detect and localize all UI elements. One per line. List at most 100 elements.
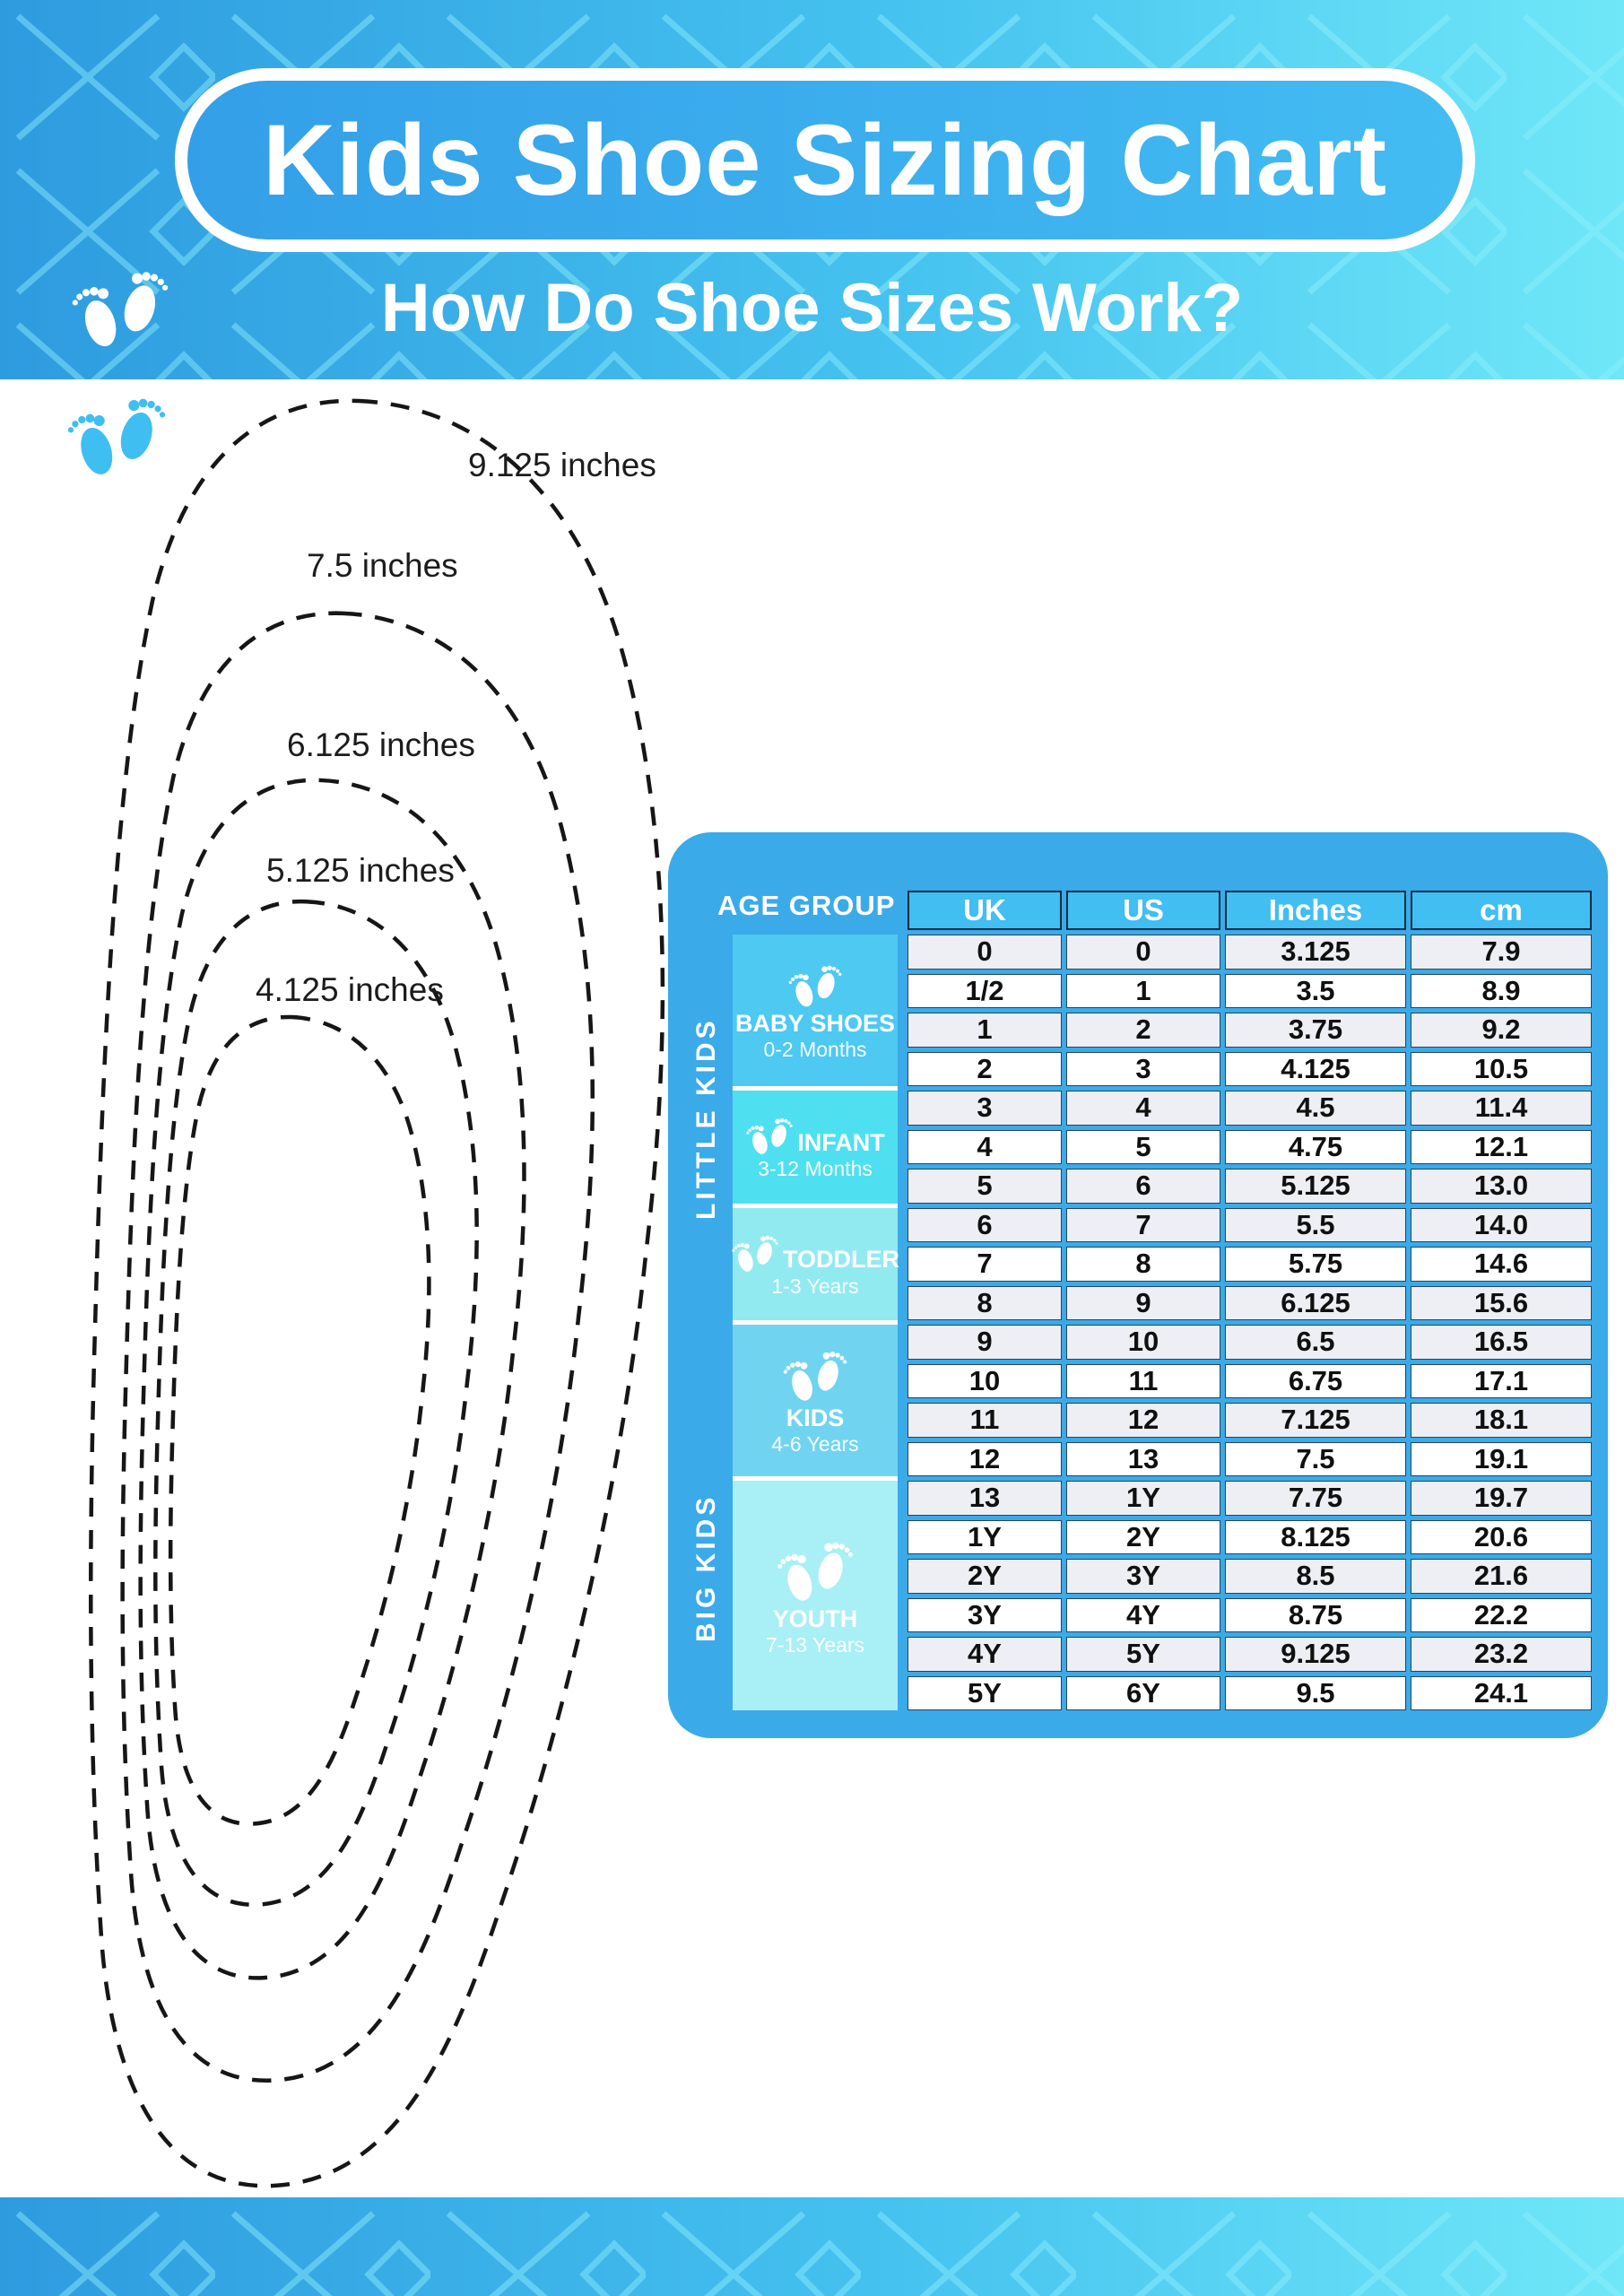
outline-size-label: 6.125 inches bbox=[287, 726, 475, 763]
size-cell: 8.75 bbox=[1225, 1597, 1406, 1632]
size-cell: 1Y bbox=[1066, 1481, 1220, 1516]
age-group-name: BABY SHOES bbox=[734, 1009, 896, 1037]
size-cell: 19.1 bbox=[1411, 1441, 1592, 1476]
size-cell: 4.5 bbox=[1225, 1091, 1406, 1126]
size-cell: 16.5 bbox=[1411, 1325, 1592, 1360]
foot-outline-7-5 bbox=[123, 613, 593, 2081]
size-cell: 11.4 bbox=[1411, 1091, 1592, 1126]
age-group-range: 7-13 Years bbox=[766, 1633, 864, 1657]
size-cell: 12 bbox=[1066, 1403, 1220, 1438]
size-cell: 0 bbox=[1066, 935, 1220, 970]
size-cell: 9.125 bbox=[1225, 1637, 1406, 1672]
age-group-range: 3-12 Months bbox=[758, 1157, 873, 1181]
size-cell: 5 bbox=[908, 1169, 1062, 1204]
size-table-container: AGE GROUP LITTLE KIDS BIG KIDS BABY SHOE… bbox=[668, 832, 1608, 1738]
column-header: cm bbox=[1411, 891, 1592, 930]
header-banner: Kids Shoe Sizing Chart How Do Shoe Sizes… bbox=[0, 0, 1624, 379]
size-cell: 13.0 bbox=[1411, 1169, 1592, 1204]
footer-banner bbox=[0, 2197, 1624, 2296]
size-cell: 1Y bbox=[908, 1519, 1062, 1554]
outline-size-label: 9.125 inches bbox=[468, 447, 656, 483]
size-cell: 3 bbox=[1066, 1051, 1220, 1086]
size-cell: 4Y bbox=[1066, 1597, 1220, 1632]
size-cell: 5.75 bbox=[1225, 1247, 1406, 1282]
age-group-header: AGE GROUP bbox=[717, 890, 896, 921]
age-group-name: YOUTH bbox=[772, 1605, 858, 1633]
size-cell: 12.1 bbox=[1411, 1129, 1592, 1164]
size-cell: 8.5 bbox=[1225, 1559, 1406, 1594]
page-subtitle: How Do Shoe Sizes Work? bbox=[380, 270, 1244, 346]
side-label-big-kids: BIG KIDS bbox=[691, 1493, 721, 1642]
foot-outline-5-125 bbox=[155, 901, 476, 1905]
size-cell: 10 bbox=[1066, 1325, 1220, 1360]
size-cell: 9.5 bbox=[1225, 1675, 1406, 1710]
baby-feet-icon bbox=[70, 267, 170, 352]
size-cell: 3.125 bbox=[1225, 935, 1406, 970]
age-group-range: 4-6 Years bbox=[771, 1432, 859, 1457]
size-cell: 4Y bbox=[908, 1637, 1062, 1672]
size-cell: 1 bbox=[1066, 973, 1220, 1008]
size-cell: 4.125 bbox=[1225, 1051, 1406, 1086]
size-cell: 9 bbox=[908, 1325, 1062, 1360]
size-cell: 10 bbox=[908, 1363, 1062, 1398]
age-group-name: KIDS bbox=[786, 1405, 845, 1432]
size-cell: 8 bbox=[1066, 1247, 1220, 1282]
size-table-grid: UK US Inches cm 0 0 3.125 7.9 1/2 1 3.5 8.9 1 2 3.75 9.… bbox=[908, 891, 1592, 1710]
size-cell: 7 bbox=[1066, 1207, 1220, 1242]
column-header: US bbox=[1066, 891, 1220, 930]
size-cell: 9.2 bbox=[1411, 1013, 1592, 1048]
size-cell: 3Y bbox=[1066, 1559, 1220, 1594]
age-block-kids: KIDS 4-6 Years bbox=[733, 1325, 898, 1476]
baby-feet-icon bbox=[731, 1233, 779, 1274]
size-cell: 6Y bbox=[1066, 1675, 1220, 1710]
size-cell: 6.125 bbox=[1225, 1285, 1406, 1320]
baby-feet-icon bbox=[776, 1539, 855, 1605]
size-cell: 8.125 bbox=[1225, 1519, 1406, 1554]
size-cell: 14.6 bbox=[1411, 1247, 1592, 1282]
size-cell: 5 bbox=[1066, 1129, 1220, 1164]
column-header: UK bbox=[908, 891, 1062, 930]
size-cell: 3 bbox=[908, 1091, 1062, 1126]
diamond-pattern-decoration bbox=[0, 2197, 1624, 2296]
size-cell: 5Y bbox=[908, 1675, 1062, 1710]
age-group-name: INFANT bbox=[797, 1128, 885, 1156]
size-cell: 22.2 bbox=[1411, 1597, 1592, 1632]
age-group-range: 1-3 Years bbox=[771, 1274, 859, 1298]
baby-feet-icon bbox=[787, 962, 843, 1010]
title-pill: Kids Shoe Sizing Chart bbox=[175, 68, 1475, 252]
size-cell: 3.75 bbox=[1225, 1013, 1406, 1048]
size-cell: 7.9 bbox=[1411, 935, 1592, 970]
size-cell: 13 bbox=[1066, 1441, 1220, 1476]
size-cell: 2 bbox=[908, 1051, 1062, 1086]
outline-size-label: 5.125 inches bbox=[266, 852, 455, 889]
size-cell: 9 bbox=[1066, 1285, 1220, 1320]
size-cell: 18.1 bbox=[1411, 1403, 1592, 1438]
page-title: Kids Shoe Sizing Chart bbox=[262, 104, 1388, 216]
age-block-youth: YOUTH 7-13 Years bbox=[733, 1481, 898, 1710]
age-block-baby-shoes: BABY SHOES 0-2 Months bbox=[733, 935, 898, 1086]
foot-outline-6-125 bbox=[141, 780, 525, 1979]
size-cell: 4.75 bbox=[1225, 1129, 1406, 1164]
size-cell: 6.5 bbox=[1225, 1325, 1406, 1360]
age-block-toddler: TODDLER 1-3 Years bbox=[731, 1207, 899, 1320]
size-cell: 1 bbox=[908, 1013, 1062, 1048]
baby-feet-icon bbox=[65, 394, 168, 481]
size-cell: 8 bbox=[908, 1285, 1062, 1320]
outline-size-label: 7.5 inches bbox=[307, 547, 458, 584]
size-cell: 2 bbox=[1066, 1013, 1220, 1048]
side-label-little-kids: LITTLE KIDS bbox=[691, 1017, 721, 1220]
size-cell: 8.9 bbox=[1411, 973, 1592, 1008]
size-cell: 2Y bbox=[908, 1559, 1062, 1594]
size-cell: 23.2 bbox=[1411, 1637, 1592, 1672]
size-cell: 6 bbox=[1066, 1169, 1220, 1204]
baby-feet-icon bbox=[745, 1116, 795, 1157]
size-cell: 3.5 bbox=[1225, 973, 1406, 1008]
size-cell: 19.7 bbox=[1411, 1481, 1592, 1516]
size-cell: 5.125 bbox=[1225, 1169, 1406, 1204]
age-block-infant: INFANT 3-12 Months bbox=[733, 1091, 898, 1204]
size-cell: 7.75 bbox=[1225, 1481, 1406, 1516]
outline-size-label: 4.125 inches bbox=[256, 971, 444, 1008]
foot-outline-9-125 bbox=[91, 401, 663, 2186]
size-cell: 7 bbox=[908, 1247, 1062, 1282]
